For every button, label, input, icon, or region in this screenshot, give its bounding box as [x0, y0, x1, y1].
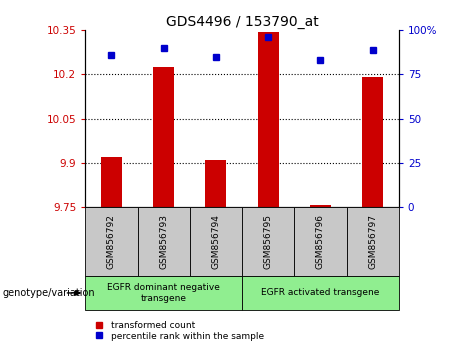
Text: genotype/variation: genotype/variation [2, 288, 95, 298]
Text: GSM856793: GSM856793 [159, 214, 168, 269]
Bar [310, 205, 331, 207]
Bar [362, 77, 383, 207]
Bar [206, 160, 226, 207]
Text: GSM856797: GSM856797 [368, 214, 377, 269]
Bar [101, 157, 122, 207]
Text: GSM856792: GSM856792 [107, 214, 116, 269]
Bar [153, 67, 174, 207]
Text: GSM856795: GSM856795 [264, 214, 272, 269]
Title: GDS4496 / 153790_at: GDS4496 / 153790_at [165, 15, 319, 29]
Text: GSM856796: GSM856796 [316, 214, 325, 269]
Text: EGFR activated transgene: EGFR activated transgene [261, 289, 379, 297]
Bar [258, 32, 278, 207]
Legend: transformed count, percentile rank within the sample: transformed count, percentile rank withi… [90, 321, 264, 341]
Text: EGFR dominant negative
transgene: EGFR dominant negative transgene [107, 283, 220, 303]
Text: GSM856794: GSM856794 [212, 214, 220, 269]
